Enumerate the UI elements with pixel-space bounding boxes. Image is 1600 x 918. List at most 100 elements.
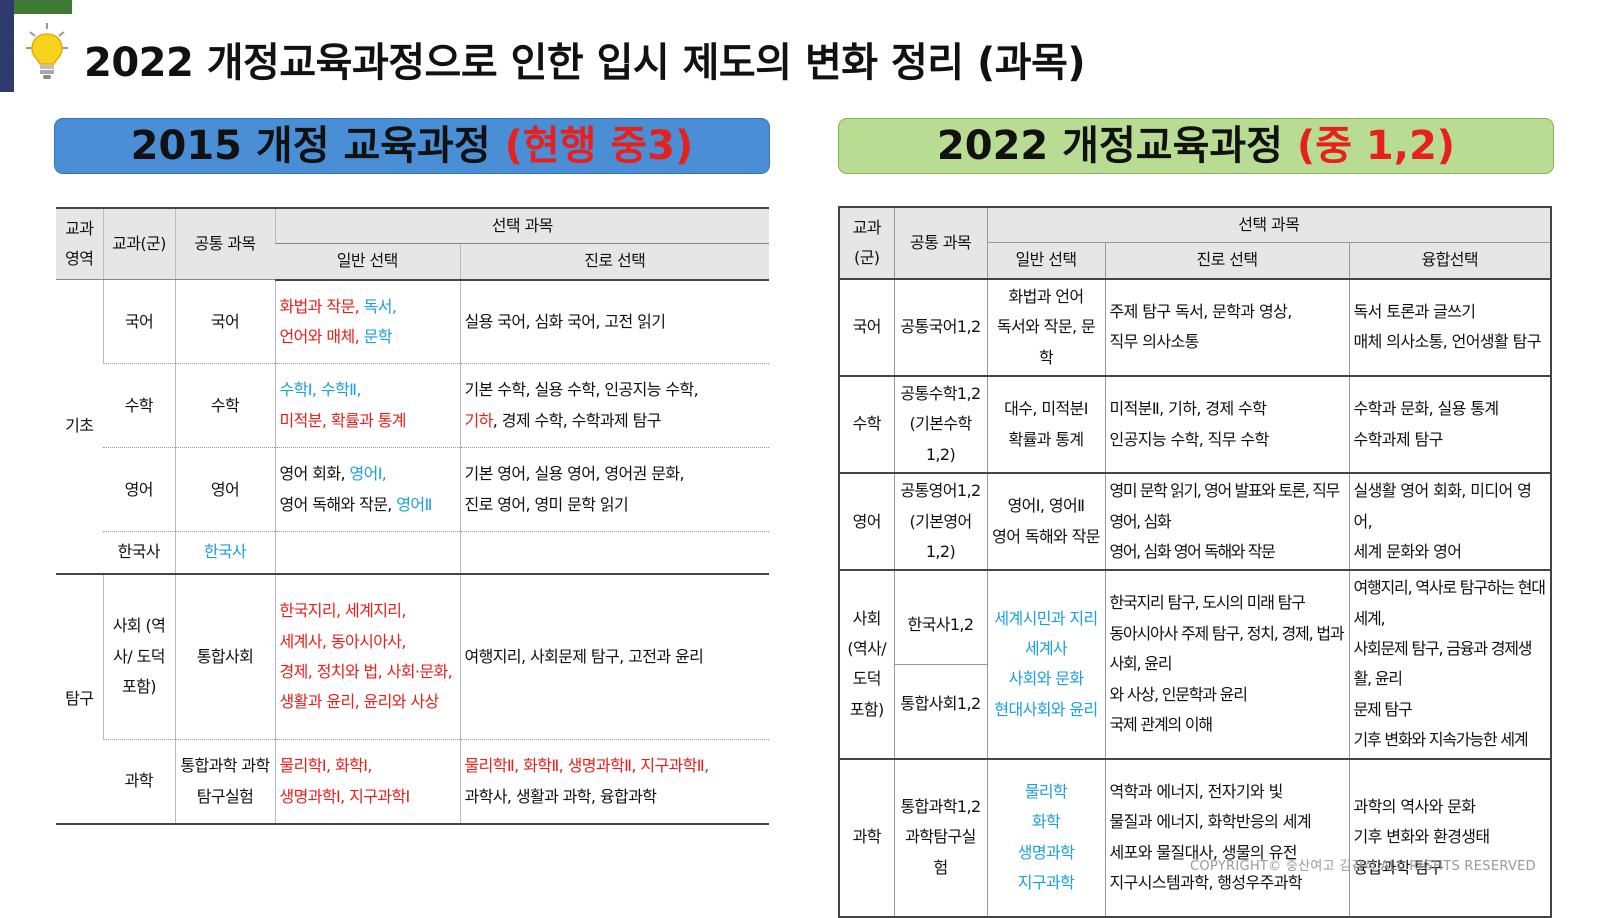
group-history: 한국사	[103, 531, 175, 575]
subject-text: 미적분Ⅱ, 기하, 경제 수학	[1109, 399, 1267, 419]
subject-text: 현대사회와 윤리	[994, 699, 1098, 719]
subject-text: 공통영어1,2	[900, 481, 981, 501]
common-english: 공통영어1,2 (기본영어1,2)	[893, 472, 988, 572]
subject-text: 세계사	[1024, 639, 1068, 659]
header-elective: 선택 과목	[274, 208, 769, 245]
banner-2015-curriculum: 2015 개정 교육과정 (현행 중3)	[54, 118, 770, 174]
career-math: 기본 수학, 실용 수학, 인공지능 수학, 기하, 경제 수학, 수학과제 탐구	[459, 363, 769, 449]
subject-text: 기후 변화와 지속가능한 세계	[1353, 730, 1529, 750]
subject-text: 세계시민과 지리	[994, 608, 1098, 628]
banner-2022-main: 2022 개정교육과정	[936, 123, 1297, 169]
subject-text: 진로 영어, 영미 문학 읽기	[464, 494, 629, 514]
general-korean: 화법과 작문, 독서, 언어와 매체, 문학	[274, 279, 460, 365]
subject-text: 생활과 윤리, 윤리와 사상	[279, 692, 440, 712]
group-social: 사회 (역사/ 도덕 포함)	[838, 569, 895, 760]
table-row: 수학 수학 수학Ⅰ, 수학Ⅱ, 미적분, 확률과 통계 기본 수학, 실용 수학,…	[56, 363, 769, 449]
group-math: 수학	[103, 363, 175, 449]
subject-text: 영어 독해와 작문,	[279, 494, 397, 514]
subject-text: 직무 의사소통	[1109, 332, 1200, 352]
header-common: 공통 과목	[174, 208, 275, 281]
subject-text: 독서,	[363, 296, 397, 316]
subject-text: 역학과 에너지, 전자기와 빛	[1109, 781, 1284, 801]
table-row: 과학 통합과학 과학탐구실험 물리학Ⅰ, 화학Ⅰ, 생명과학Ⅰ, 지구과학Ⅰ 물리…	[56, 739, 769, 824]
career-english: 기본 영어, 실용 영어, 영어권 문화, 진로 영어, 영미 문학 읽기	[459, 447, 769, 533]
header-area: 교과 영역	[56, 208, 103, 281]
subject-text: 영어 독해와 작문	[992, 526, 1100, 546]
subject-text: 물리학Ⅰ, 화학Ⅰ,	[279, 756, 373, 776]
subject-text: 세계사, 동아시아사,	[279, 631, 407, 651]
group-english: 영어	[838, 472, 895, 572]
subject-text: 융합과학 탐구	[1353, 857, 1444, 877]
subject-text: 와 사상, 인문학과 윤리	[1109, 684, 1248, 704]
header-fusion: 융합선택	[1348, 242, 1552, 280]
table-row: 영어 영어 영어 회화, 영어Ⅰ, 영어 독해와 작문, 영어Ⅱ 기본 영어, 실…	[56, 447, 769, 533]
banner-2015-main: 2015 개정 교육과정	[130, 123, 505, 169]
career-korean: 주제 탐구 독서, 문학과 영상, 직무 의사소통	[1104, 278, 1350, 377]
general-science: 물리학 화학 생명과학 지구과학	[986, 758, 1106, 918]
subject-text: 여행지리, 역사로 탐구하는 현대 세계,	[1353, 578, 1547, 628]
common-korean: 국어	[174, 279, 275, 365]
subject-text: 언어와 매체	[279, 327, 356, 347]
subject-text: 한국지리, 세계지리,	[279, 601, 407, 621]
subject-text: 경제, 정치와 법, 사회·문화,	[279, 662, 453, 682]
group-korean: 국어	[838, 278, 895, 377]
header-group: 교과(군)	[102, 208, 175, 281]
general-social: 한국지리, 세계지리, 세계사, 동아시아사, 경제, 정치와 법, 사회·문화, 생…	[274, 573, 460, 741]
header-elective: 선택 과목	[986, 206, 1552, 244]
subject-text: 확률과 통계	[1008, 429, 1084, 449]
subject-text: 세계 문화와 영어	[1353, 541, 1462, 561]
subject-text: ,	[354, 296, 364, 316]
fusion-social: 여행지리, 역사로 탐구하는 현대 세계, 사회문제 탐구, 금융과 경제생활, …	[1348, 569, 1552, 760]
subject-text: (기본영어1,2)	[909, 511, 972, 561]
subject-text: 화법과 언어	[1008, 286, 1084, 306]
banner-2015-highlight: (현행 중3)	[504, 123, 694, 169]
career-science: 역학과 에너지, 전자기와 빛 물질과 에너지, 화학반응의 세계 세포와 물질대사…	[1104, 758, 1350, 918]
subject-text: 물리학	[1024, 781, 1068, 801]
table-row: 수학 공통수학1,2 (기본수학1,2) 대수, 미적분Ⅰ 확률과 통계 미적분Ⅱ,…	[838, 375, 1552, 475]
table-row: 과학 통합과학1,2 과학탐구실험 물리학 화학 생명과학 지구과학 역학과 에너지, …	[838, 758, 1552, 918]
subject-text: 동아시아사 주제 탐구, 정치, 경제, 법과 사회, 윤리	[1109, 623, 1345, 674]
subject-text: 영어Ⅰ,	[349, 464, 387, 484]
subject-text: 실생활 영어 회화, 미디어 영어,	[1353, 481, 1532, 531]
subject-text: 한국지리 탐구, 도시의 미래 탐구	[1109, 593, 1306, 613]
subject-text: 주제 탐구 독서, 문학과 영상,	[1109, 301, 1293, 321]
header-general: 일반 선택	[986, 242, 1106, 280]
general-science: 물리학Ⅰ, 화학Ⅰ, 생명과학Ⅰ, 지구과학Ⅰ	[274, 739, 460, 824]
banner-2022-curriculum: 2022 개정교육과정 (중 1,2)	[838, 118, 1554, 174]
career-history	[459, 531, 769, 575]
table-row: 기초 국어 국어 화법과 작문, 독서, 언어와 매체, 문학 실용 국어, 심화…	[56, 279, 769, 575]
subject-text: 독서와 작문, 문학	[996, 317, 1096, 367]
page-title: 2022 개정교육과정으로 인한 입시 제도의 변화 정리 (과목)	[84, 40, 1086, 86]
corner-accent-green	[0, 0, 72, 14]
subject-text: 수학과제 탐구	[1353, 429, 1444, 449]
subject-text: 화학	[1031, 812, 1061, 832]
subject-text: ,	[354, 327, 364, 347]
common-social: 한국사1,2 통합사회1,2	[893, 569, 988, 760]
subject-text: 문제 탐구	[1353, 699, 1413, 719]
group-math: 수학	[838, 375, 895, 475]
subject-text: , 경제 수학, 수학과제 탐구	[492, 410, 662, 430]
common-science: 통합과학 과학탐구실험	[174, 739, 275, 824]
career-science: 물리학Ⅱ, 화학Ⅱ, 생명과학Ⅱ, 지구과학Ⅱ, 과학사, 생활과 과학, 융합과…	[459, 739, 769, 824]
group-korean: 국어	[102, 279, 175, 365]
subject-text: 영어 회화,	[279, 464, 350, 484]
subject-text: 사회문제 탐구, 금융과 경제생활, 윤리	[1353, 639, 1533, 689]
common-english: 영어	[174, 447, 275, 533]
career-social: 여행지리, 사회문제 탐구, 고전과 윤리	[459, 573, 769, 741]
subject-text: 매체 의사소통, 언어생활 탐구	[1353, 332, 1542, 352]
group-science: 과학	[124, 771, 154, 791]
group-social: 사회 (역사/ 도덕포함)	[102, 573, 175, 741]
lightbulb-icon	[26, 23, 68, 79]
subject-text: 과학사, 생활과 과학, 융합과학	[464, 786, 657, 806]
header-career: 진로 선택	[459, 243, 769, 281]
subject-text: 영어Ⅱ	[396, 494, 432, 514]
general-english: 영어 회화, 영어Ⅰ, 영어 독해와 작문, 영어Ⅱ	[274, 447, 460, 533]
subject-text: 영미 문학 읽기, 영어 발표와 토론, 직무 영어, 심화	[1109, 481, 1341, 531]
area-inquiry: 탐구	[65, 688, 94, 708]
subject-text: 미적분, 확률과 통계	[279, 410, 407, 430]
table-row: 탐구 사회 (역사/ 도덕포함) 통합사회 한국지리, 세계지리, 세계사, 동아…	[56, 573, 769, 741]
subject-text: (기본수학1,2)	[909, 414, 972, 464]
table-row: 국어 공통국어1,2 화법과 언어 독서와 작문, 문학 주제 탐구 독서, 문학…	[838, 278, 1552, 377]
